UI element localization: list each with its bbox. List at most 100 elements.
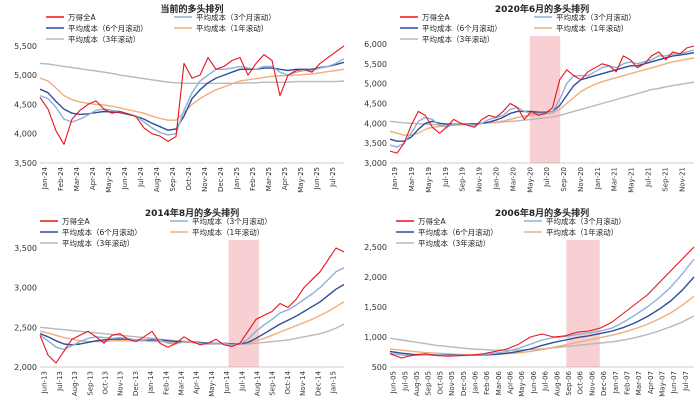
chart-svg: 2020年6月的多头排列 3,000 3,500 4,000 4,500 5,000 5,5… (364, 3, 695, 193)
y-tick-label: 5,500 (14, 42, 37, 51)
chart-svg: 2014年8月的多头排列 2,000 2,500 3,000 3,500 Jun-13 Ju… (14, 207, 345, 397)
x-tick-label: Jun-05 (390, 371, 398, 394)
series-line-avg1y (39, 68, 345, 121)
legend-label-avg3y: 平均成本（3年滚动） (418, 238, 490, 248)
legend-label-avg6m: 平均成本（6个月滚动） (62, 227, 142, 237)
x-tick-label: Jan-15 (329, 371, 337, 394)
x-tick-label: Oct-06 (577, 370, 585, 394)
chart-panel-2020-06: 2020年6月的多头排列 3,000 3,500 4,000 4,500 5,000 5,5… (350, 0, 700, 204)
x-tick-label: May-20 (526, 167, 534, 193)
x-tick-label: Jan-24 (41, 166, 49, 190)
x-tick-label: Jan-25 (233, 167, 241, 190)
x-tick-label: Aug-06 (553, 370, 561, 396)
legend-label-avg3y: 平均成本（3年滚动） (422, 34, 494, 44)
legend-label-wande: 万得全A (68, 12, 96, 22)
series-line-wande (39, 247, 345, 364)
x-tick-label: Mar-25 (265, 167, 273, 191)
series-line-avg3m (39, 58, 345, 136)
x-tick-label: Jul-14 (238, 370, 246, 391)
x-tick-label: Aug-05 (413, 371, 421, 396)
x-tick-label: Dec-24 (217, 166, 225, 192)
x-tick-label: May-06 (518, 370, 526, 396)
legend-label-avg3y: 平均成本（3年滚动） (62, 238, 134, 248)
legend-label-avg1y: 平均成本（1年滚动） (192, 227, 264, 237)
x-tick-label: Mar-14 (177, 370, 185, 395)
series-line-avg6m (389, 276, 695, 357)
chart-panel-current: 当前的多头排列 3,500 4,000 4,500 5,000 5,500 Jan-24 Fe… (0, 0, 350, 204)
x-tick-label: Sep-21 (661, 167, 669, 192)
x-tick-label: May-14 (208, 370, 216, 396)
x-tick-label: Sep-05 (425, 371, 433, 396)
chart-svg: 2006年8月的多头排列 500 1,000 1,500 2,000 2,500 Jun-0… (364, 207, 695, 397)
legend-label-avg3y: 平均成本（3年滚动） (68, 34, 140, 44)
x-tick-label: Nov-24 (201, 166, 209, 191)
y-tick-label: 6,000 (364, 40, 387, 49)
x-tick-label: Jul-21 (645, 167, 653, 188)
highlight-region (566, 240, 600, 367)
legend-label-avg1y: 平均成本（1年滚动） (546, 227, 618, 237)
x-tick-label: Feb-14 (162, 370, 170, 394)
legend-label-avg1y: 平均成本（1年滚动） (196, 23, 268, 33)
x-tick-label: Jul-24 (137, 166, 145, 187)
x-tick-label: Feb-07 (623, 371, 631, 395)
y-tick-label: 3,500 (14, 244, 37, 253)
chart-title: 2006年8月的多头排列 (495, 207, 589, 219)
y-tick-label: 3,500 (14, 159, 37, 168)
x-tick-label: Sep-14 (269, 370, 277, 395)
x-tick-label: Aug-13 (71, 371, 79, 396)
legend-label-avg6m: 平均成本（6个月滚动） (418, 227, 498, 237)
x-tick-label: Jan-20 (493, 167, 501, 190)
x-tick-label: Jul-25 (329, 167, 337, 188)
x-tick-label: Jun-14 (223, 370, 231, 394)
x-tick-label: Jun-07 (670, 371, 678, 394)
x-tick-label: Jan-21 (594, 167, 602, 190)
x-tick-label: Feb-06 (483, 370, 491, 394)
y-tick-label: 2,500 (364, 243, 387, 252)
legend-label-wande: 万得全A (418, 216, 446, 226)
x-tick-label: May-07 (659, 371, 667, 397)
y-tick-label: 3,500 (364, 139, 387, 148)
chart-panel-2006-08: 2006年8月的多头排列 500 1,000 1,500 2,000 2,500 Jun-0… (350, 204, 700, 408)
y-tick-label: 1,500 (364, 303, 387, 312)
series-line-wande (389, 246, 695, 359)
legend-label-avg3m: 平均成本（3个月滚动） (556, 12, 636, 22)
series-line-avg3m (389, 49, 695, 148)
x-tick-label: Apr-07 (647, 371, 655, 394)
x-tick-label: Mar-24 (73, 166, 81, 191)
x-tick-label: Aug-14 (253, 370, 261, 396)
x-tick-label: Apr-14 (193, 370, 201, 394)
series-line-avg3y (39, 62, 345, 85)
y-tick-label: 4,500 (14, 100, 37, 109)
x-tick-label: May-24 (105, 166, 113, 192)
x-tick-label: Sep-06 (565, 370, 573, 395)
x-tick-label: Nov-14 (299, 370, 307, 395)
x-tick-label: Jul-07 (682, 371, 690, 392)
y-tick-label: 5,500 (364, 60, 387, 69)
chart-title: 2020年6月的多头排列 (495, 3, 589, 15)
x-tick-label: Nov-21 (678, 167, 686, 192)
x-tick-label: Oct-05 (436, 371, 444, 395)
x-tick-label: May-19 (425, 167, 433, 193)
series-line-avg1y (389, 295, 695, 356)
y-tick-label: 4,000 (364, 119, 387, 128)
x-tick-label: Dec-06 (600, 370, 608, 396)
y-tick-label: 5,000 (14, 71, 37, 80)
y-tick-label: 2,000 (364, 273, 387, 282)
x-tick-label: Mar-06 (495, 370, 503, 395)
chart-svg: 当前的多头排列 3,500 4,000 4,500 5,000 5,500 Jan-24 Fe… (14, 3, 345, 193)
x-tick-label: Jan-07 (612, 371, 620, 394)
series-line-avg3m (389, 258, 695, 357)
legend-label-avg3m: 平均成本（3个月滚动） (192, 216, 272, 226)
x-tick-label: Mar-07 (635, 371, 643, 395)
legend-label-avg3m: 平均成本（3个月滚动） (196, 12, 276, 22)
legend-label-avg3m: 平均成本（3个月滚动） (546, 216, 626, 226)
legend-label-wande: 万得全A (422, 12, 450, 22)
x-tick-label: Jan-06 (471, 370, 479, 394)
x-tick-label: Nov-05 (448, 371, 456, 396)
x-tick-label: Jun-24 (121, 166, 129, 190)
legend-label-avg6m: 平均成本（6个月滚动） (422, 23, 502, 33)
series-line-avg6m (39, 283, 345, 346)
x-tick-label: Mar-19 (408, 167, 416, 191)
x-tick-label: Nov-13 (117, 371, 125, 396)
x-tick-label: Jul-06 (542, 370, 550, 391)
